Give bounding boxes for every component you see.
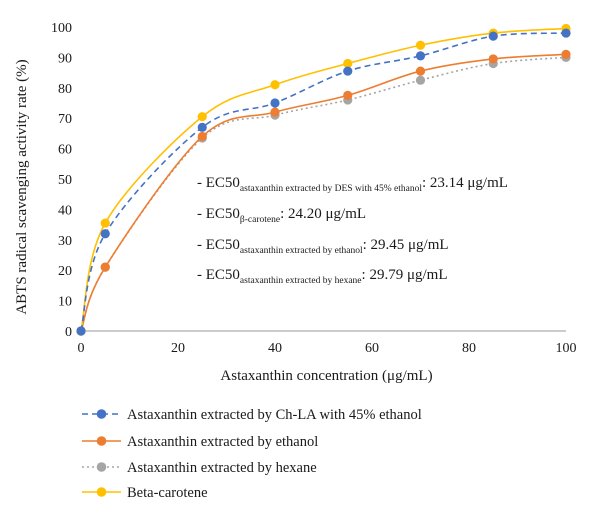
legend: Astaxanthin extracted by Ch-LA with 45% … xyxy=(82,407,422,501)
y-tick-label: 60 xyxy=(58,143,72,158)
data-point xyxy=(415,66,426,76)
y-tick-label: 20 xyxy=(58,264,72,279)
data-point xyxy=(488,54,498,64)
series-line xyxy=(80,53,567,332)
data-point xyxy=(270,98,280,108)
data-point xyxy=(197,122,207,132)
y-tick-label: 40 xyxy=(58,203,72,218)
data-point xyxy=(100,262,110,272)
legend-item: Astaxanthin extracted by hexane xyxy=(82,460,317,476)
ec50-annotation: - EC50β-carotene: 24.20 μg/mL xyxy=(197,206,366,225)
y-tick-label: 80 xyxy=(58,82,72,97)
ec50-annotation: - EC50astaxanthin extracted by DES with … xyxy=(197,175,508,194)
legend-swatch-marker xyxy=(96,487,107,497)
legend-item: Astaxanthin extracted by ethanol xyxy=(82,434,318,450)
x-tick-label: 40 xyxy=(268,341,282,356)
legend-item: Astaxanthin extracted by Ch-LA with 45% … xyxy=(82,407,422,423)
data-point xyxy=(343,66,353,76)
y-tick-label: 100 xyxy=(51,21,72,36)
y-axis-ticks: 0 10 20 30 40 50 60 70 80 90 100 xyxy=(51,21,72,340)
data-point xyxy=(561,28,571,38)
y-tick-label: 50 xyxy=(58,173,72,188)
ec50-annotation: - EC50astaxanthin extracted by ethanol: … xyxy=(197,237,449,256)
data-point xyxy=(76,326,86,336)
legend-label: Beta-carotene xyxy=(127,485,208,501)
data-point xyxy=(270,80,280,90)
legend-swatch-marker xyxy=(96,436,107,446)
data-point xyxy=(415,75,426,85)
ec50-annotation: - EC50astaxanthin extracted by hexane: 2… xyxy=(197,267,448,286)
legend-item: Beta-carotene xyxy=(82,485,208,501)
x-tick-label: 100 xyxy=(556,341,577,356)
data-point xyxy=(561,49,571,59)
series-1 xyxy=(76,28,571,336)
x-tick-label: 60 xyxy=(365,341,379,356)
data-point xyxy=(197,112,207,122)
legend-swatch-marker xyxy=(96,409,107,419)
legend-label: Astaxanthin extracted by hexane xyxy=(127,460,317,476)
x-tick-label: 20 xyxy=(171,341,185,356)
y-tick-label: 70 xyxy=(58,112,72,127)
series-group xyxy=(76,23,571,336)
y-tick-label: 10 xyxy=(58,295,72,310)
y-tick-label: 0 xyxy=(65,325,72,340)
legend-label: Astaxanthin extracted by Ch-LA with 45% … xyxy=(127,407,422,423)
data-point xyxy=(415,40,426,50)
ec50-annotations: - EC50astaxanthin extracted by DES with … xyxy=(197,175,508,286)
data-point xyxy=(415,51,426,61)
data-point xyxy=(100,229,110,239)
data-point xyxy=(343,90,353,100)
x-axis-ticks: 0 20 40 60 80 100 xyxy=(78,341,577,356)
x-axis-title: Astaxanthin concentration (μg/mL) xyxy=(220,368,432,384)
data-point xyxy=(343,58,353,69)
data-point xyxy=(270,107,280,117)
series-3 xyxy=(76,52,571,336)
data-point xyxy=(488,31,498,41)
y-tick-label: 90 xyxy=(58,51,72,66)
x-tick-label: 80 xyxy=(462,341,476,356)
legend-swatch-marker xyxy=(96,462,107,472)
y-tick-label: 30 xyxy=(58,234,72,249)
data-point xyxy=(197,131,207,142)
legend-label: Astaxanthin extracted by ethanol xyxy=(127,434,318,450)
data-point xyxy=(100,218,110,228)
x-tick-label: 0 xyxy=(78,341,85,356)
y-axis-title: ABTS radical scavenging activity rate (%… xyxy=(14,59,30,314)
